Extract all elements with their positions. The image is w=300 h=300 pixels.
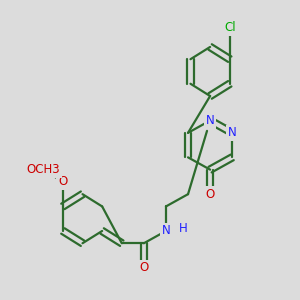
Text: Cl: Cl — [224, 21, 236, 34]
Text: O: O — [139, 261, 148, 274]
Text: H: H — [179, 222, 188, 235]
Text: OCH3: OCH3 — [26, 163, 60, 176]
Text: N: N — [162, 224, 170, 238]
Text: N: N — [162, 224, 170, 238]
Text: N: N — [228, 126, 237, 139]
Text: O: O — [58, 176, 68, 188]
Text: O: O — [206, 188, 215, 201]
Text: N: N — [206, 114, 214, 127]
